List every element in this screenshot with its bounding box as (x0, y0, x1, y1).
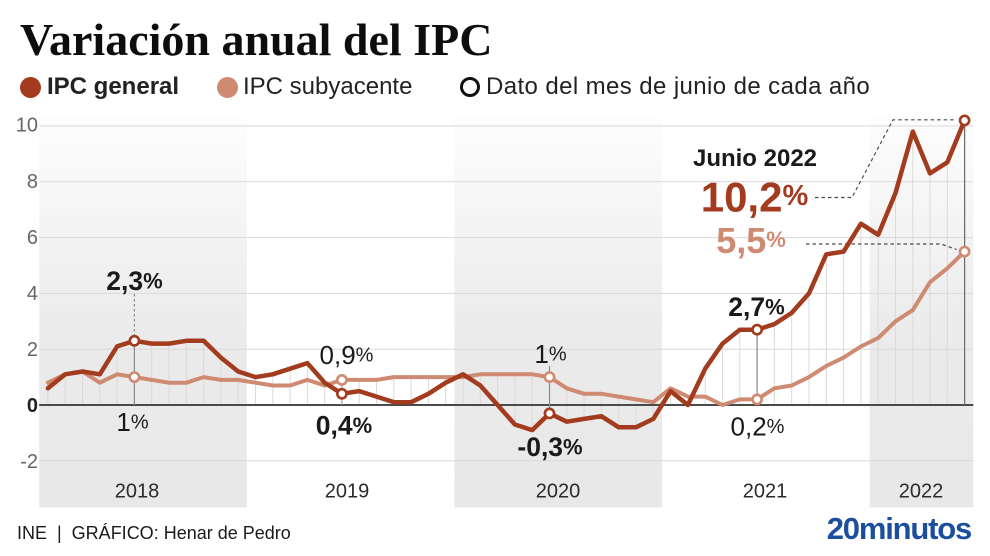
svg-text:10,2%: 10,2% (701, 174, 809, 221)
svg-text:2,3%: 2,3% (106, 266, 162, 296)
svg-text:2022: 2022 (899, 481, 944, 503)
svg-text:Junio 2022: Junio 2022 (693, 145, 817, 172)
svg-text:2021: 2021 (743, 481, 788, 503)
svg-text:2018: 2018 (115, 481, 160, 503)
svg-text:10: 10 (16, 115, 38, 137)
svg-text:2019: 2019 (325, 481, 370, 503)
svg-text:6: 6 (27, 227, 38, 249)
svg-text:0: 0 (27, 395, 38, 417)
svg-text:4: 4 (27, 283, 38, 305)
svg-text:5,5%: 5,5% (716, 220, 786, 261)
svg-text:0,4%: 0,4% (316, 411, 372, 441)
svg-text:0,2%: 0,2% (731, 412, 785, 442)
svg-text:0,9%: 0,9% (320, 340, 374, 370)
svg-text:2020: 2020 (536, 481, 581, 503)
svg-text:-0,3%: -0,3% (517, 432, 582, 462)
svg-text:2,7%: 2,7% (728, 292, 784, 322)
svg-text:1%: 1% (534, 339, 566, 369)
svg-text:2: 2 (27, 339, 38, 361)
svg-text:-2: -2 (20, 451, 38, 473)
svg-text:1%: 1% (116, 407, 148, 437)
svg-text:8: 8 (27, 171, 38, 193)
